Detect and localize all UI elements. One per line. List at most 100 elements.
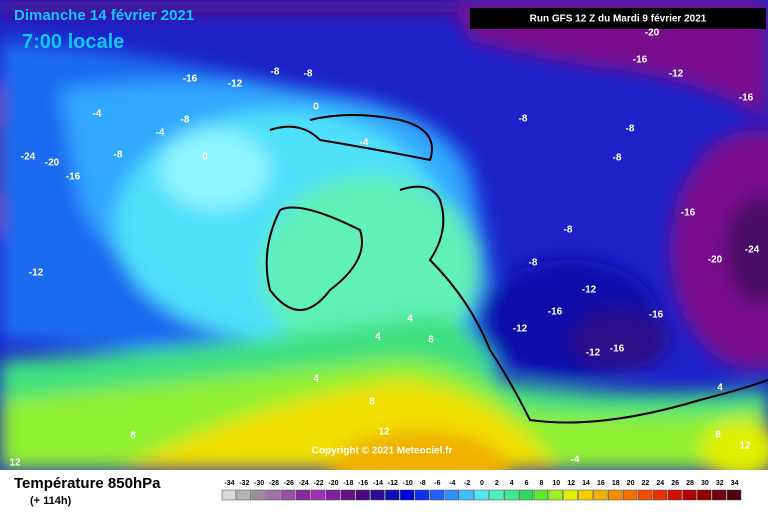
legend-swatch xyxy=(726,489,742,501)
contour-label: -16 xyxy=(681,208,696,219)
legend-swatch xyxy=(712,489,727,501)
legend-swatch xyxy=(682,489,697,501)
contour-label: 0 xyxy=(313,102,319,113)
contour-label: -4 xyxy=(360,138,369,149)
legend-swatch xyxy=(281,489,296,501)
contour-label: -12 xyxy=(228,79,243,90)
legend-label: 20 xyxy=(627,480,635,487)
legend-swatch xyxy=(459,489,474,501)
contour-label: -8 xyxy=(626,124,635,135)
run-box xyxy=(470,8,766,29)
contour-label: -8 xyxy=(613,153,622,164)
legend-swatch xyxy=(622,489,638,501)
legend-label: -16 xyxy=(358,480,368,487)
contour-label: -8 xyxy=(564,225,573,236)
lead: (+ 114h) xyxy=(30,495,72,507)
legend: -34 -32 -30 -28 -26 -24 -22 -20 -18 -16 -14 -12 -10-… xyxy=(221,480,742,501)
contour-label: 4 xyxy=(375,332,381,343)
legend-swatch xyxy=(652,489,667,501)
contour-label: -12 xyxy=(586,348,601,359)
contour-label: 8 xyxy=(715,430,721,441)
legend-label: 10 xyxy=(552,480,560,487)
contour-label: 12 xyxy=(739,441,751,452)
contour-label: -12 xyxy=(513,324,528,335)
contour-label: 12 xyxy=(9,458,21,469)
legend-swatch xyxy=(474,489,489,501)
contour-label: -16 xyxy=(66,172,81,183)
legend-label: -2 xyxy=(464,480,470,487)
legend-swatch xyxy=(489,489,504,501)
contour-label: -8 xyxy=(529,258,538,269)
legend-label: 0 xyxy=(480,480,484,487)
legend-label: -32 xyxy=(239,480,249,487)
contour-label: -24 xyxy=(745,245,760,256)
legend-label: -30 xyxy=(254,480,264,487)
legend-label: 14 xyxy=(582,480,590,487)
legend-swatch xyxy=(444,489,459,501)
legend-swatch xyxy=(578,489,593,501)
contour-label: 4 xyxy=(717,383,723,394)
legend-label: -4 xyxy=(449,480,455,487)
contour-label: -20 xyxy=(708,255,723,266)
legend-label: -6 xyxy=(434,480,440,487)
legend-label: -22 xyxy=(314,480,324,487)
legend-swatch xyxy=(340,489,355,501)
contour-label: -4 xyxy=(93,109,102,120)
legend-label: -8 xyxy=(419,480,425,487)
contour-label: -12 xyxy=(582,285,597,296)
legend-label: 30 xyxy=(701,480,709,487)
legend-swatch xyxy=(221,489,237,501)
legend-label: 12 xyxy=(567,480,575,487)
legend-label: -24 xyxy=(299,480,309,487)
legend-swatch xyxy=(533,489,549,501)
legend-label: 24 xyxy=(656,480,664,487)
legend-swatch xyxy=(697,489,712,501)
variable: Température 850hPa xyxy=(14,475,161,492)
contour-label: 4 xyxy=(407,314,413,325)
legend-label: -12 xyxy=(388,480,398,487)
legend-swatch xyxy=(355,489,370,501)
legend-swatch xyxy=(608,489,623,501)
contour-label: 0 xyxy=(202,152,208,163)
legend-swatch xyxy=(548,489,563,501)
legend-label: 2 xyxy=(495,480,499,487)
legend-swatch xyxy=(637,489,653,501)
legend-swatch xyxy=(370,489,385,501)
contour-label: -24 xyxy=(21,152,36,163)
legend-swatch xyxy=(325,489,341,501)
time: 7:00 locale xyxy=(22,31,124,53)
legend-swatch xyxy=(518,489,534,501)
copyright: Copyright © 2021 Meteociel.fr xyxy=(312,446,453,457)
contour-label: -16 xyxy=(633,55,648,66)
contour-label: 8 xyxy=(369,397,375,408)
run: Run GFS 12 Z du Mardi 9 février 2021 xyxy=(530,14,707,25)
contour-label: -16 xyxy=(548,307,563,318)
contour-label: -8 xyxy=(114,150,123,161)
legend-label: 32 xyxy=(716,480,724,487)
legend-label: 8 xyxy=(539,480,543,487)
legend-label: -26 xyxy=(284,480,294,487)
contour-label: -20 xyxy=(45,158,60,169)
contour-label: -12 xyxy=(669,69,684,80)
legend-label: -18 xyxy=(343,480,353,487)
legend-label: 16 xyxy=(597,480,605,487)
legend-swatch xyxy=(429,489,445,501)
legend-swatch xyxy=(296,489,311,501)
legend-label: 34 xyxy=(731,480,739,487)
legend-label: -34 xyxy=(224,480,234,487)
legend-label: 22 xyxy=(642,480,650,487)
legend-swatch xyxy=(236,489,251,501)
legend-swatch xyxy=(414,489,430,501)
contour-label: -16 xyxy=(739,93,754,104)
legend-label: -10 xyxy=(403,480,413,487)
contour-label: 8 xyxy=(130,431,136,442)
contour-label: -8 xyxy=(271,67,280,78)
contour-label: -4 xyxy=(571,455,580,466)
legend-label: 4 xyxy=(510,480,514,487)
contour-label: 8 xyxy=(428,335,434,346)
legend-swatch xyxy=(563,489,578,501)
legend-label: 26 xyxy=(671,480,679,487)
contour-label: -8 xyxy=(181,115,190,126)
